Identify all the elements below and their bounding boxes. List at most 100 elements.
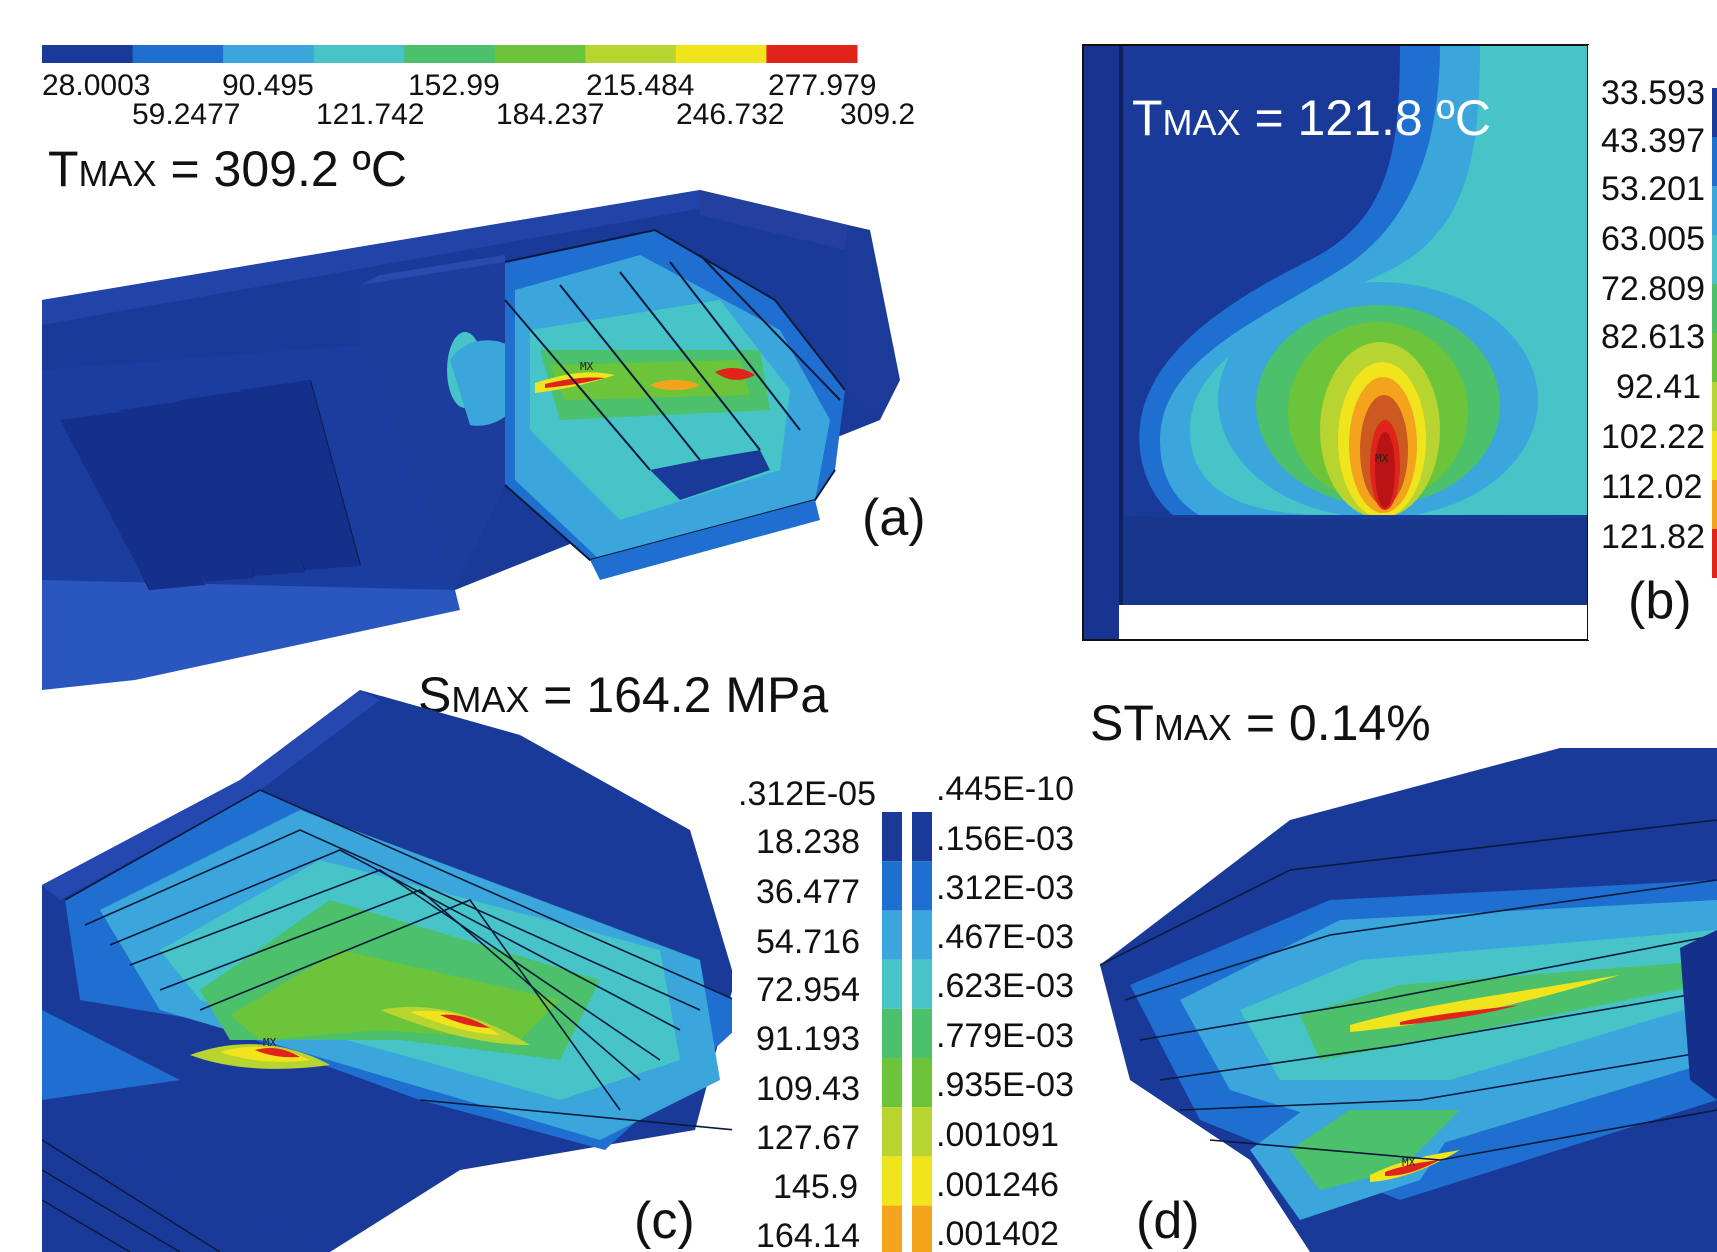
- panel-a-tick: 184.237: [496, 98, 604, 131]
- panel-a-colorbar-band: [313, 45, 405, 63]
- panel-c-legend-label: 109.43: [756, 1070, 860, 1108]
- panel-b-legend-label: 112.02: [1601, 468, 1702, 506]
- panel-c: SMAX = 164.2 MPa: [42, 667, 828, 1252]
- panel-d-tag: (d): [1136, 1192, 1200, 1250]
- panel-a-mx-marker: MX: [580, 360, 594, 373]
- panel-c-legend-swatch: [882, 1008, 902, 1058]
- panel-b-legend-swatch: [1712, 235, 1717, 284]
- panel-d-model: MX: [1099, 748, 1717, 1252]
- panel-c-legend-swatch: [882, 1107, 902, 1157]
- panel-c-legend-label: 127.67: [756, 1119, 860, 1157]
- panel-c-legend-label: 54.716: [756, 923, 860, 961]
- panel-b-legend-swatch: [1712, 88, 1717, 137]
- panel-d-legend-label: .445E-10: [936, 770, 1074, 808]
- panel-b-legend-swatch: [1712, 333, 1717, 382]
- panel-d-legend-swatch: [912, 812, 932, 862]
- panel-a-tick: 121.742: [316, 98, 424, 131]
- panel-b-mx-marker: MX: [1375, 452, 1389, 465]
- panel-d-legend-label: .467E-03: [936, 918, 1074, 956]
- panel-a-tick: 152.99: [408, 69, 500, 102]
- panel-a: 28.0003 90.495 152.99 215.484 277.979 59…: [42, 45, 926, 690]
- panel-d-legend-swatch: [912, 1205, 932, 1252]
- panel-d-legend-swatch: [912, 1107, 932, 1157]
- panel-d-legend: .445E-10 .156E-03 .312E-03 .467E-03 .623…: [912, 770, 1074, 1252]
- panel-a-tick: 246.732: [676, 98, 784, 131]
- panel-a-colorbar-band: [42, 45, 134, 63]
- panel-b-legend-label: 53.201: [1601, 170, 1705, 208]
- panel-d-legend-swatch: [912, 1008, 932, 1058]
- panel-c-legend-label: 145.9: [773, 1168, 858, 1206]
- panel-b-legend-swatch: [1712, 284, 1717, 333]
- panel-c-legend-swatch: [882, 861, 902, 911]
- panel-b-legend-label: 82.613: [1601, 318, 1705, 356]
- panel-d-legend-swatch: [912, 861, 932, 911]
- panel-c-legend-label: .312E-05: [738, 775, 876, 813]
- panel-a-colorbar-band: [766, 45, 858, 63]
- panel-b-legend-swatch: [1712, 431, 1717, 480]
- panel-d: STMAX = 0.14% MX (d): [1090, 695, 1717, 1252]
- panel-a-tick: 59.2477: [132, 98, 240, 131]
- panel-c-legend-label: 18.238: [756, 823, 860, 861]
- panel-c-legend-swatch: [882, 1156, 902, 1206]
- panel-c-legend: .312E-05 18.238 36.477 54.716 72.954 91.…: [738, 775, 902, 1252]
- panel-c-smax: SMAX = 164.2 MPa: [418, 667, 828, 723]
- panel-b-legend: 33.593 43.397 53.201 63.005 72.809 82.61…: [1588, 45, 1717, 640]
- panel-b-legend-swatch: [1712, 382, 1717, 431]
- panel-d-legend-label: .312E-03: [936, 869, 1074, 907]
- panel-a-tick: 309.2: [840, 98, 915, 131]
- panel-c-legend-swatch: [882, 1058, 902, 1108]
- panel-a-tag: (a): [862, 489, 926, 547]
- panel-a-tick: 277.979: [768, 69, 876, 102]
- panel-b-legend-label: 63.005: [1601, 220, 1705, 258]
- panel-c-mx-marker: MX: [263, 1036, 277, 1049]
- panel-a-tick: 90.495: [222, 69, 314, 102]
- panel-d-legend-swatch: [912, 1058, 932, 1108]
- panel-a-colorbar-band: [494, 45, 586, 63]
- panel-a-colorbar-labels-row1: 28.0003 90.495 152.99 215.484 277.979: [42, 69, 876, 102]
- panel-d-legend-label: .935E-03: [936, 1066, 1074, 1104]
- panel-b-tmax: TMAX = 121.8 ºC: [1132, 90, 1491, 146]
- panel-d-legend-swatch: [912, 1156, 932, 1206]
- panel-c-legend-swatch: [882, 910, 902, 960]
- panel-d-mx-marker: MX: [1402, 1156, 1416, 1169]
- panel-b-legend-label: 121.82: [1601, 518, 1705, 556]
- panel-c-legend-label: 164.14: [756, 1217, 860, 1252]
- panel-d-legend-label: .001246: [936, 1166, 1059, 1204]
- panel-d-legend-swatch: [912, 959, 932, 1009]
- panel-b-legend-swatch: [1712, 529, 1717, 578]
- panel-b-legend-swatch: [1712, 137, 1717, 186]
- panel-d-legend-swatches: [912, 812, 932, 1252]
- panel-b-legend-label: 43.397: [1601, 122, 1705, 160]
- panel-c-model: MX: [42, 690, 732, 1252]
- panel-a-colorbar-labels-row2: 59.2477 121.742 184.237 246.732 309.2: [132, 98, 915, 131]
- panel-c-legend-label: 36.477: [756, 873, 860, 911]
- panel-a-colorbar: [42, 45, 858, 63]
- panel-d-legend-label: .779E-03: [936, 1017, 1074, 1055]
- panel-a-colorbar-band: [585, 45, 677, 63]
- panel-d-stmax: STMAX = 0.14%: [1090, 695, 1431, 751]
- panel-c-legend-swatch: [882, 812, 902, 862]
- panel-d-legend-label: .001402: [936, 1215, 1059, 1252]
- panel-d-legend-label: .623E-03: [936, 967, 1074, 1005]
- panel-b-legend-label: 102.22: [1601, 418, 1705, 456]
- panel-d-legend-label: .001091: [936, 1116, 1059, 1154]
- panel-c-legend-label: 72.954: [756, 971, 860, 1009]
- panel-c-legend-swatch: [882, 959, 902, 1009]
- panel-b: MX TMAX = 121.8 ºC 33.593 43.397 53.201 …: [1082, 44, 1717, 641]
- panel-c-legend-swatches: [882, 812, 902, 1252]
- panel-b-legend-swatch: [1712, 186, 1717, 235]
- panel-d-legend-swatch: [912, 910, 932, 960]
- panel-b-tag: (b): [1628, 572, 1692, 630]
- panel-b-legend-label: 33.593: [1601, 74, 1705, 112]
- panel-b-legend-label: 72.809: [1601, 270, 1705, 308]
- panel-a-tick: 28.0003: [42, 69, 150, 102]
- panel-a-tmax: TMAX = 309.2 ºC: [48, 141, 407, 197]
- panel-a-colorbar-band: [404, 45, 496, 63]
- panel-c-legend-swatch: [882, 1205, 902, 1252]
- panel-c-legend-label: 91.193: [756, 1020, 860, 1058]
- panel-b-legend-label: 92.41: [1616, 368, 1701, 406]
- panel-a-colorbar-band: [223, 45, 315, 63]
- panel-a-colorbar-band: [132, 45, 224, 63]
- panel-c-tag: (c): [634, 1192, 695, 1250]
